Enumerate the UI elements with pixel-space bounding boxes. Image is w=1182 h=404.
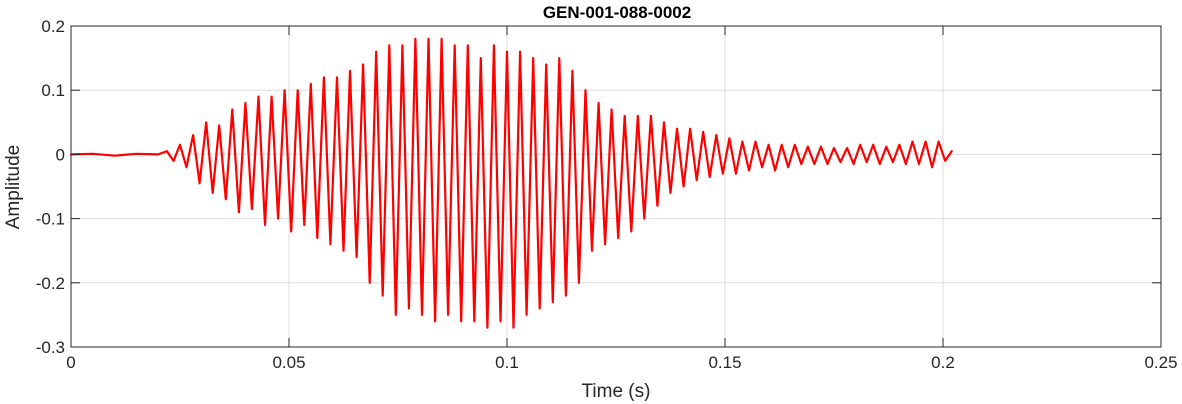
ticks-layer: 0 0.05 0.1 0.15 0.2 0.25 -0.3 -0.2 -0.1 0 0.1 0.2 [36, 17, 1178, 372]
y-tick-label: 0 [56, 145, 65, 164]
x-tick-label: 0.1 [495, 353, 519, 372]
plot-frame [70, 25, 1162, 348]
y-tick-label: 0.1 [41, 81, 65, 100]
y-axis-label: Amplitude [3, 145, 24, 230]
y-tick-label: -0.1 [36, 210, 65, 229]
y-tick-label: -0.3 [36, 338, 65, 357]
chart-title: GEN-001-088-0002 [543, 3, 691, 22]
x-tick-label: 0.2 [931, 353, 955, 372]
y-tick-label: -0.2 [36, 274, 65, 293]
x-tick-label: 0.25 [1144, 353, 1177, 372]
series-line [69, 37, 953, 329]
x-tick-label: 0 [66, 353, 75, 372]
grid [71, 26, 1161, 347]
series-layer [69, 37, 953, 329]
x-tick-label: 0.15 [708, 353, 741, 372]
y-tick-label: 0.2 [41, 17, 65, 36]
x-axis-label: Time (s) [582, 381, 651, 402]
x-tick-label: 0.05 [272, 353, 305, 372]
